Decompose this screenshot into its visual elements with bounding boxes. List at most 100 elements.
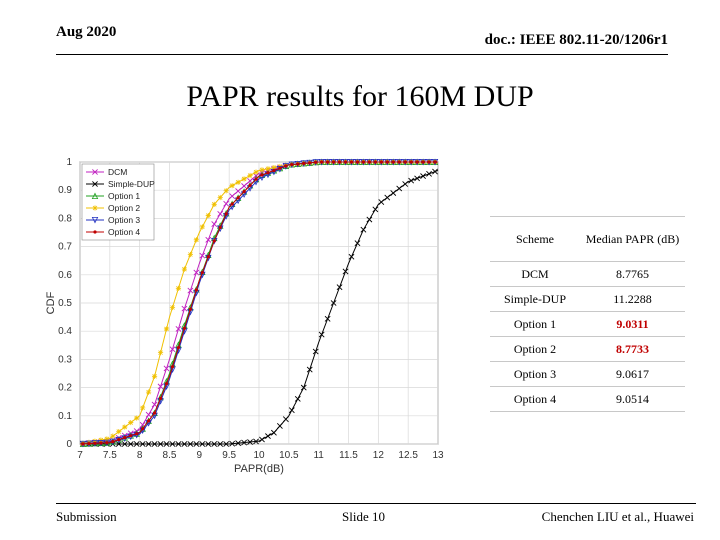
table-header-scheme: Scheme <box>490 216 580 262</box>
data-marker <box>409 160 413 164</box>
data-marker <box>92 438 98 444</box>
data-marker <box>366 216 373 223</box>
y-tick-label: 0.3 <box>58 354 72 365</box>
data-marker <box>248 183 252 188</box>
data-marker <box>253 438 259 445</box>
data-marker <box>300 384 307 391</box>
data-marker <box>266 171 270 175</box>
table-row: DCM 8.7765 <box>490 261 685 287</box>
data-marker <box>278 166 282 170</box>
data-marker <box>206 255 210 259</box>
header-rule <box>56 54 668 55</box>
x-tick-label: 12.5 <box>398 450 418 461</box>
table-row: Option 3 9.0617 <box>490 361 685 387</box>
table-cell-scheme: Option 4 <box>490 386 580 412</box>
data-marker <box>141 427 145 431</box>
data-marker <box>175 326 182 332</box>
footer-submission: Submission <box>56 509 117 524</box>
table-body: DCM 8.7765 Simple-DUP 11.2288 Option 1 9.0311… <box>490 261 685 412</box>
legend-label: Option 3 <box>108 215 140 225</box>
data-marker <box>302 161 306 166</box>
data-marker <box>145 441 152 447</box>
data-marker <box>432 168 438 175</box>
data-marker <box>421 160 425 164</box>
data-marker <box>294 395 301 402</box>
data-marker <box>117 438 121 442</box>
data-marker <box>92 205 98 211</box>
data-marker <box>272 168 276 173</box>
data-marker <box>163 326 170 332</box>
data-marker <box>170 365 175 369</box>
data-marker <box>290 162 294 167</box>
data-marker <box>235 179 241 185</box>
data-marker <box>122 424 128 430</box>
data-marker <box>354 240 361 247</box>
data-marker <box>229 440 236 447</box>
table-cell-median: 8.7765 <box>580 261 685 287</box>
y-tick-label: 0.6 <box>58 270 72 281</box>
y-tick-label: 0.8 <box>58 213 72 224</box>
data-marker <box>193 269 200 276</box>
data-marker <box>182 326 187 330</box>
data-marker <box>140 405 146 411</box>
data-marker <box>193 441 200 447</box>
data-marker <box>326 160 330 164</box>
data-marker <box>193 237 199 243</box>
data-marker <box>241 183 248 189</box>
data-marker <box>397 160 401 164</box>
data-marker <box>314 160 318 164</box>
data-marker <box>265 166 271 172</box>
data-marker <box>93 230 97 234</box>
data-marker <box>336 284 343 291</box>
x-tick-label: 7 <box>77 450 83 461</box>
x-tick-label: 8 <box>137 450 143 461</box>
data-marker <box>373 160 377 164</box>
data-marker <box>223 200 230 207</box>
data-marker <box>92 169 98 175</box>
data-marker <box>218 225 222 230</box>
data-marker <box>151 373 158 379</box>
data-marker <box>402 181 409 187</box>
data-marker <box>169 346 176 353</box>
slide-title: PAPR results for 160M DUP <box>186 80 534 113</box>
data-marker <box>433 160 437 164</box>
data-marker <box>379 160 383 164</box>
header-doc-id: doc.: IEEE 802.11-20/1206r1 <box>484 32 668 48</box>
data-marker <box>265 433 271 440</box>
data-marker <box>330 300 337 306</box>
table-cell-median: 11.2288 <box>580 286 685 312</box>
data-marker <box>205 441 212 447</box>
data-marker <box>93 441 97 445</box>
data-marker <box>92 181 98 187</box>
data-marker <box>367 160 371 164</box>
data-marker <box>318 331 325 338</box>
data-marker <box>253 169 259 175</box>
table-cell-scheme: Option 3 <box>490 361 580 387</box>
data-marker <box>157 383 164 390</box>
data-marker <box>308 161 312 165</box>
data-marker <box>176 345 181 350</box>
data-marker <box>360 226 367 233</box>
data-marker <box>229 183 235 189</box>
data-marker <box>247 172 253 179</box>
data-marker <box>187 441 194 447</box>
table-row: Option 4 9.0514 <box>490 386 685 412</box>
data-marker <box>391 160 395 164</box>
data-marker <box>312 348 319 355</box>
data-marker <box>236 196 240 200</box>
legend-label: Option 1 <box>108 191 140 201</box>
data-marker <box>211 201 217 207</box>
data-marker <box>349 160 354 164</box>
x-tick-label: 13 <box>432 450 444 461</box>
data-marker <box>296 162 300 166</box>
data-marker <box>223 441 230 447</box>
data-marker <box>427 160 431 164</box>
data-marker <box>205 236 212 243</box>
table-row: Simple-DUP 11.2288 <box>490 286 685 312</box>
data-marker <box>342 268 349 275</box>
table-cell-scheme: Option 1 <box>490 311 580 337</box>
data-marker <box>199 441 206 447</box>
data-marker <box>235 440 242 447</box>
data-marker <box>247 177 253 184</box>
data-marker <box>385 160 389 164</box>
